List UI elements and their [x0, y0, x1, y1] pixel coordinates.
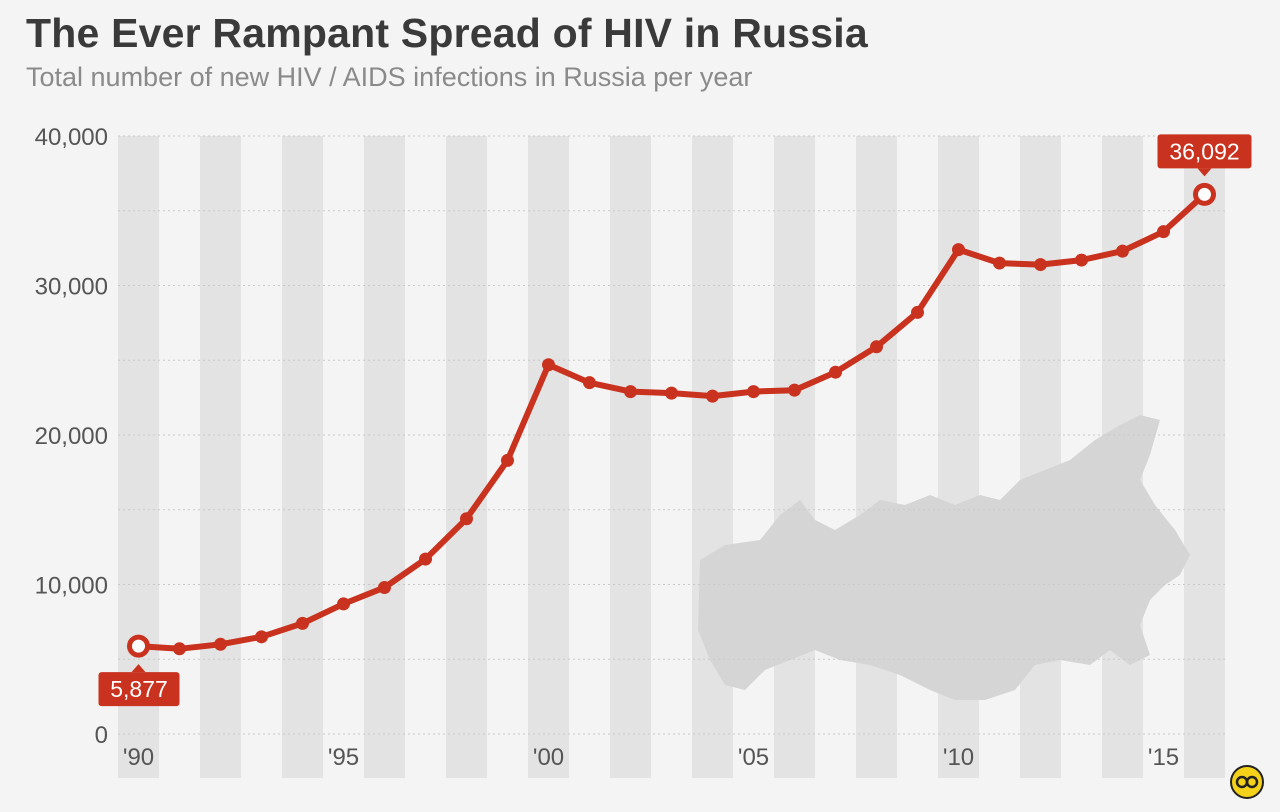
year-band [364, 136, 405, 778]
russia-map-silhouette [698, 415, 1190, 700]
data-point [993, 256, 1006, 270]
y-tick-label: 30,000 [35, 274, 108, 301]
data-points [127, 182, 1216, 658]
year-band [610, 136, 651, 778]
value-callouts: 5,877 36,092 [98, 134, 1252, 707]
data-point [214, 637, 227, 651]
value-callout: 5,877 [98, 664, 180, 707]
callout-pointer [131, 664, 146, 673]
data-point [788, 383, 801, 397]
data-point [665, 386, 678, 400]
x-tick-label: '90 [123, 744, 154, 771]
data-point [911, 305, 924, 319]
year-band [200, 136, 241, 778]
year-band [774, 136, 815, 778]
x-axis-tick-labels: '90 '95 '00 '05 '10 '15 [123, 744, 1179, 771]
data-point [747, 385, 760, 399]
y-axis-tick-labels: 0 10,000 20,000 30,000 40,000 [35, 124, 108, 749]
y-tick-label: 40,000 [35, 124, 108, 151]
data-point [460, 512, 473, 526]
x-tick-label: '15 [1148, 744, 1179, 771]
callout-box [1157, 134, 1252, 169]
callout-label: 36,092 [1169, 138, 1239, 164]
year-band [528, 136, 569, 778]
year-band [446, 136, 487, 778]
data-point [296, 616, 309, 630]
chart-title: The Ever Rampant Spread of HIV in Russia [26, 10, 868, 56]
data-point [501, 453, 514, 467]
statista-logo-icon [1230, 765, 1264, 799]
data-point [706, 389, 719, 403]
y-tick-label: 10,000 [35, 573, 108, 600]
data-point [1157, 225, 1170, 239]
data-point [542, 358, 555, 372]
x-tick-label: '00 [533, 744, 564, 771]
year-band [1020, 136, 1061, 778]
x-tick-label: '10 [943, 744, 974, 771]
data-point [1075, 253, 1088, 267]
year-band [856, 136, 897, 778]
data-point [952, 243, 965, 257]
year-band [1184, 136, 1225, 778]
data-point [1034, 258, 1047, 272]
data-point [1193, 182, 1216, 206]
data-point [173, 642, 186, 656]
value-callout: 36,092 [1157, 134, 1252, 177]
data-point [378, 580, 391, 594]
y-tick-label: 20,000 [35, 423, 108, 450]
y-tick-label: 0 [95, 722, 108, 749]
callout-label: 5,877 [110, 676, 168, 702]
data-point [829, 365, 842, 379]
data-point [870, 340, 883, 354]
data-point [419, 552, 432, 566]
x-tick-label: '05 [738, 744, 769, 771]
chart-subtitle: Total number of new HIV / AIDS infection… [26, 62, 753, 92]
data-point [255, 630, 268, 644]
data-point [337, 597, 350, 611]
year-band [282, 136, 323, 778]
callout-pointer [1197, 168, 1212, 177]
data-point [624, 385, 637, 399]
data-point [127, 634, 150, 658]
background-bands [118, 136, 1225, 778]
data-point [1116, 244, 1129, 258]
data-point [583, 376, 596, 390]
x-tick-label: '95 [328, 744, 359, 771]
callout-box [98, 672, 180, 707]
